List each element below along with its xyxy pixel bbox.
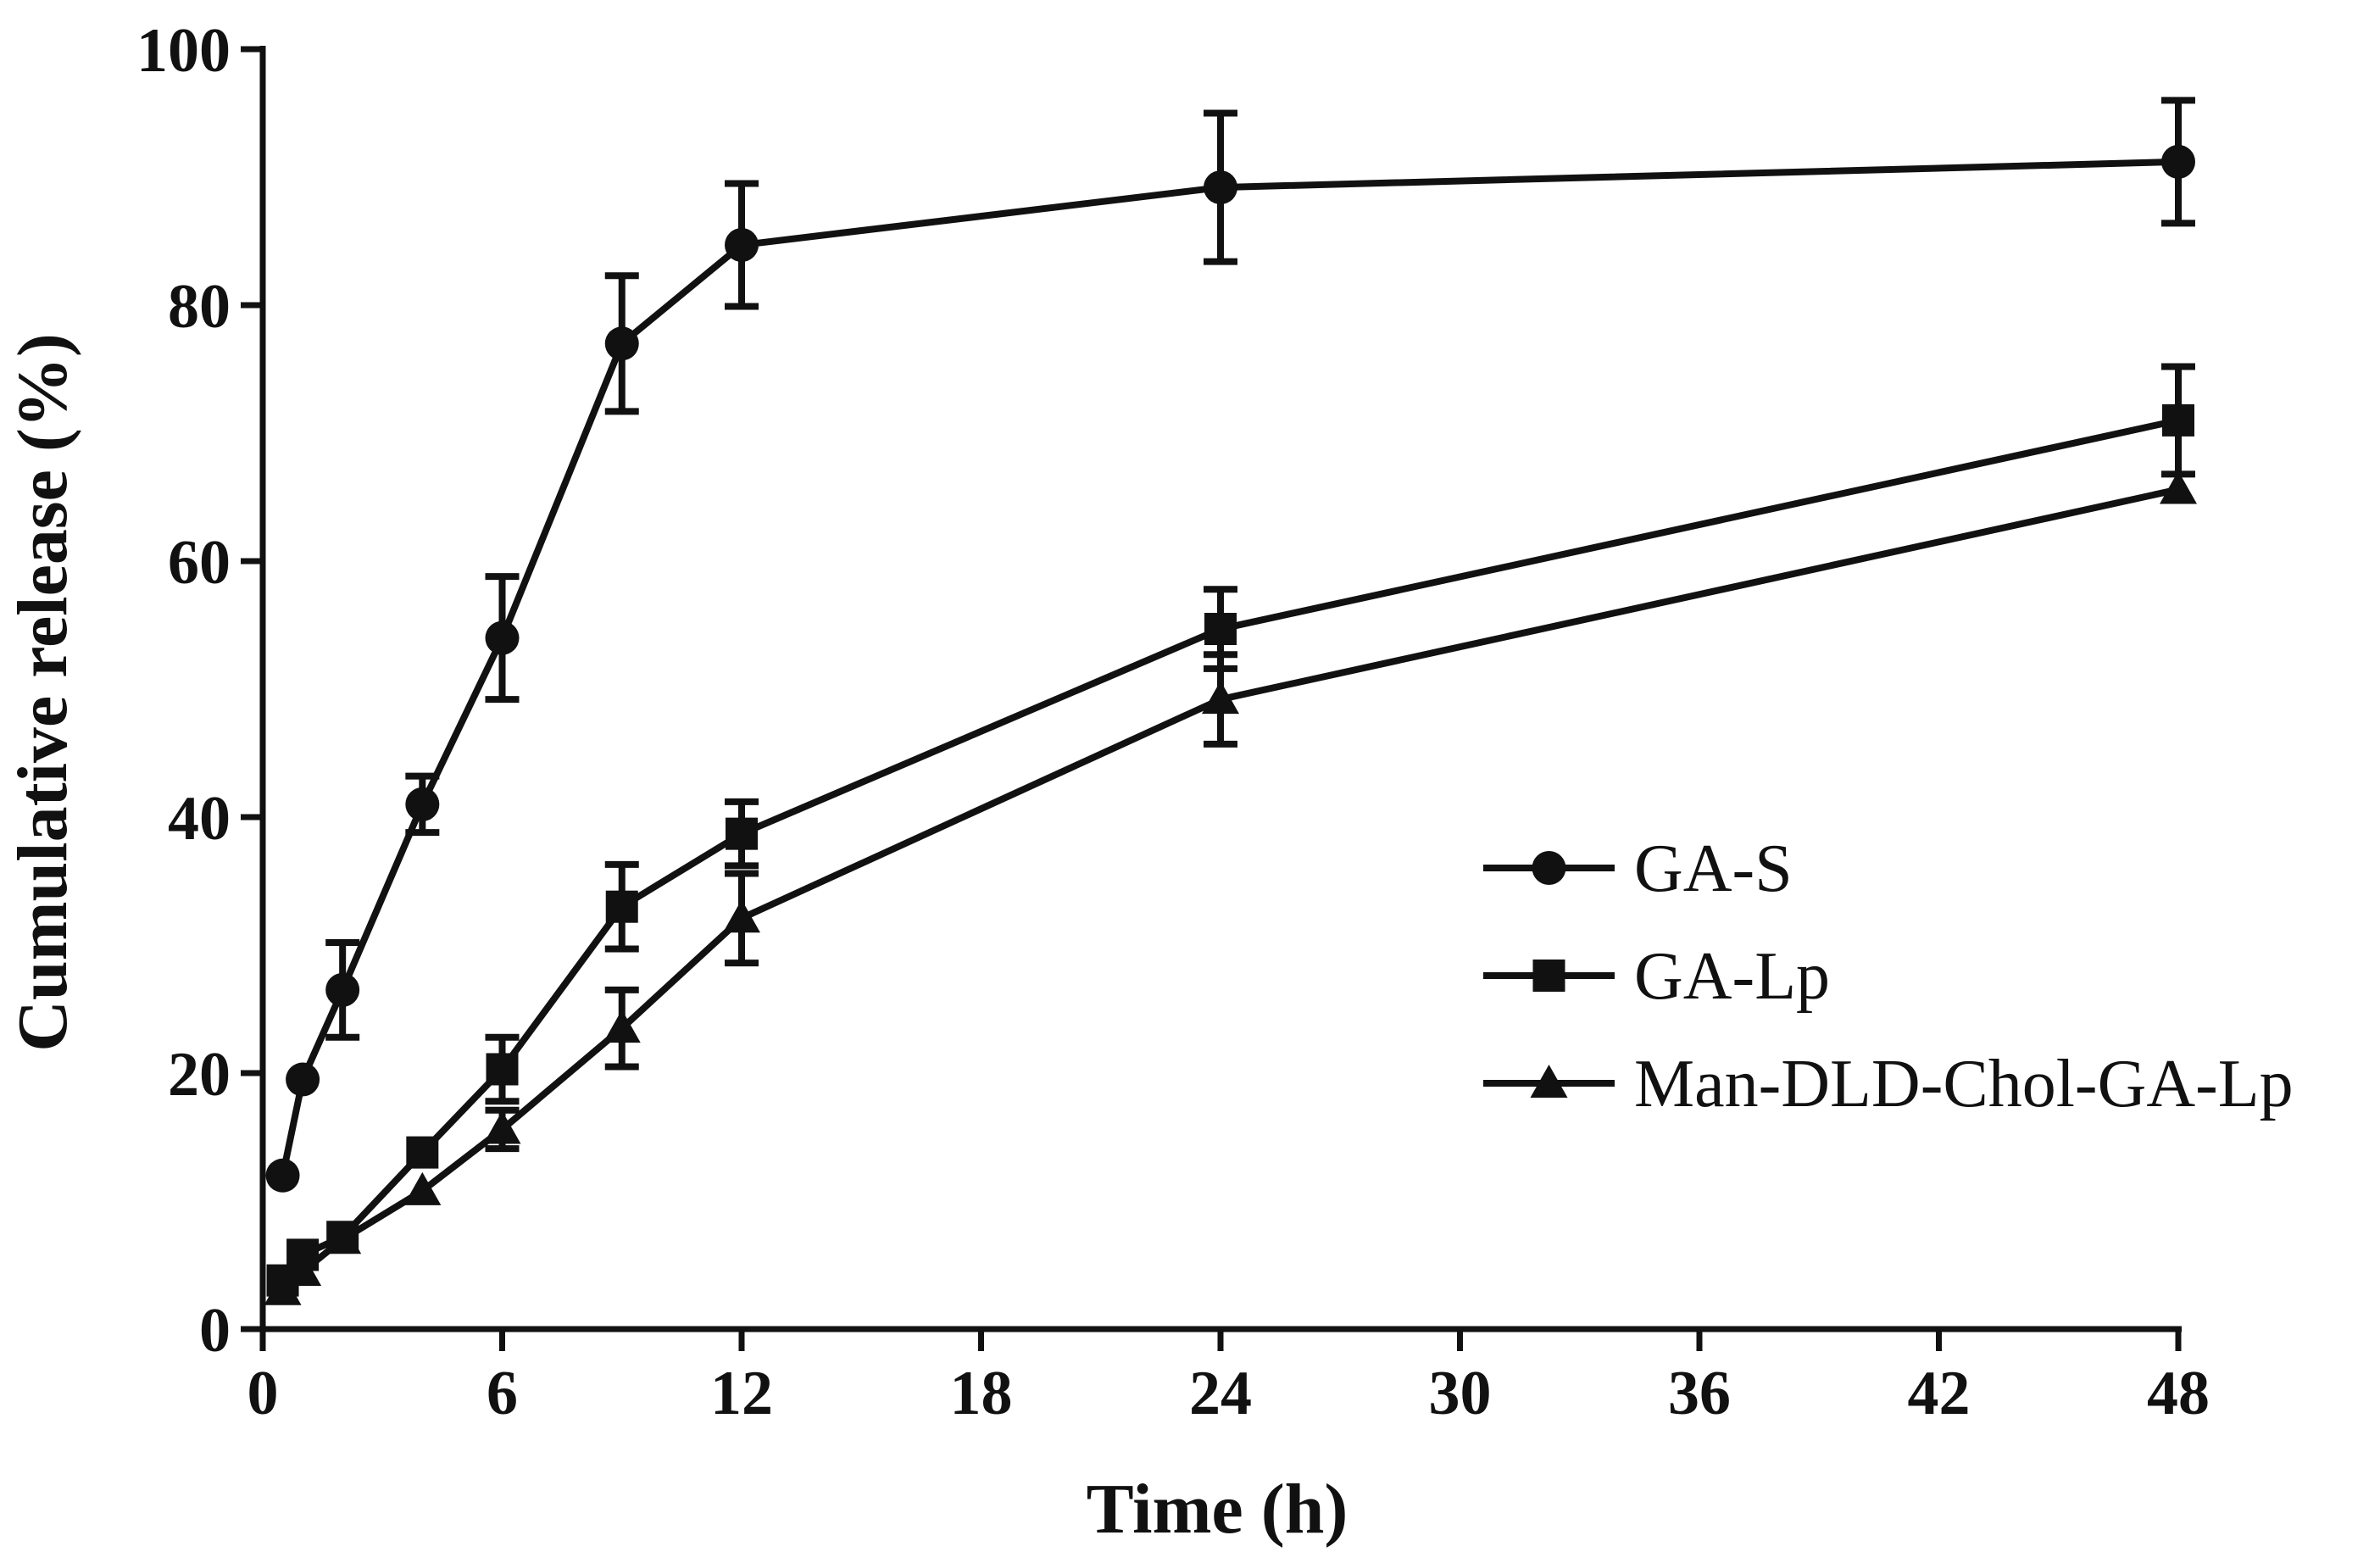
data-point (1204, 170, 1237, 205)
legend-label: Man-DLD-Chol-GA-Lp (1634, 1047, 2294, 1121)
legend-label: GA-S (1634, 832, 1793, 906)
legend-marker (1532, 960, 1565, 992)
y-axis-title: Cumulative release (%) (3, 333, 82, 1052)
data-point (286, 1062, 320, 1097)
x-tick-label: 48 (2147, 1359, 2210, 1428)
y-tick-label: 80 (168, 272, 231, 342)
data-point (485, 620, 520, 655)
series-ga-s (265, 97, 2195, 1193)
x-axis-title: Time (h) (1087, 1470, 1348, 1549)
data-point (2162, 403, 2194, 437)
data-point (403, 1171, 442, 1205)
y-tick-label: 0 (199, 1296, 231, 1366)
data-point (1202, 681, 1239, 715)
data-point (406, 1136, 439, 1169)
data-point (726, 817, 758, 850)
axes: 0 20 40 60 80 100 0 6 12 18 24 30 36 42 48 (136, 16, 2210, 1428)
x-tick-label: 12 (710, 1359, 773, 1428)
data-point (486, 1053, 519, 1086)
data-point (265, 1158, 300, 1193)
legend-item: GA-Lp (1483, 939, 1830, 1014)
y-tick-label: 20 (168, 1040, 231, 1110)
data-point (723, 899, 760, 933)
data-point (264, 1271, 302, 1305)
data-point (2160, 470, 2197, 504)
data-point (605, 890, 638, 923)
series-layer (264, 97, 2197, 1305)
data-point (2161, 144, 2195, 179)
data-point (604, 326, 639, 361)
data-point (603, 1010, 641, 1043)
y-tick-label: 60 (168, 528, 231, 598)
data-point (324, 1221, 362, 1254)
legend-marker (1532, 851, 1566, 885)
legend-label: GA-Lp (1634, 939, 1830, 1014)
data-point (1204, 613, 1237, 646)
y-tick-label: 40 (168, 784, 231, 854)
x-tick-label: 36 (1668, 1359, 1731, 1428)
x-tick-label: 30 (1429, 1359, 1492, 1428)
x-tick-label: 42 (1908, 1359, 1971, 1428)
data-point (325, 972, 360, 1007)
data-point (725, 228, 759, 263)
series-line (280, 486, 2179, 1293)
y-tick-label: 100 (136, 16, 231, 86)
data-point (483, 1110, 521, 1144)
x-tick-label: 24 (1189, 1359, 1252, 1428)
x-tick-label: 6 (487, 1359, 518, 1428)
series-man-dld-chol-ga-lp (264, 470, 2197, 1305)
legend-item: Man-DLD-Chol-GA-Lp (1483, 1047, 2294, 1121)
data-point (284, 1253, 322, 1287)
x-tick-label: 18 (950, 1359, 1013, 1428)
data-point (405, 787, 440, 821)
x-tick-label: 0 (247, 1359, 279, 1428)
legend-item: GA-S (1483, 832, 1793, 906)
legend-marker (1530, 1065, 1568, 1098)
legend: GA-S GA-Lp Man-DLD-Chol-GA-Lp (1483, 832, 2294, 1121)
